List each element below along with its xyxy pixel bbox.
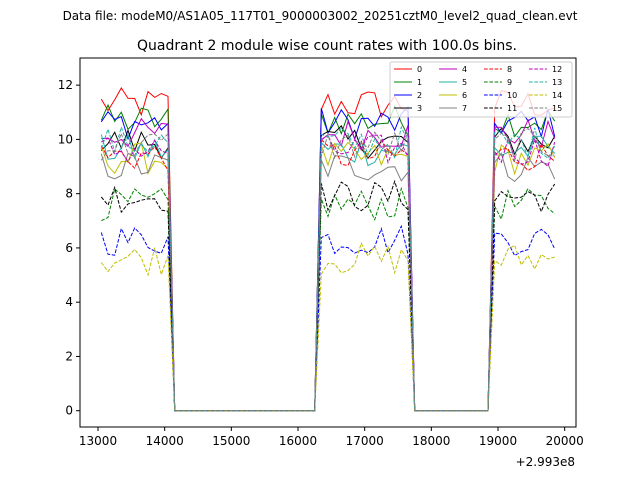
legend-label-2: 2 <box>417 91 422 100</box>
x-axis: 13000 14000 15000 16000 17000 18000 19000 20000 <box>79 427 584 448</box>
chart-title: Quadrant 2 module wise count rates with … <box>137 38 517 54</box>
legend-label-13: 13 <box>552 78 562 87</box>
x-tick-label: 19000 <box>479 434 517 448</box>
series-line-9 <box>101 186 556 412</box>
x-tick-label: 18000 <box>412 434 450 448</box>
x-tick-label: 17000 <box>346 434 384 448</box>
y-tick-label: 4 <box>65 295 73 309</box>
x-tick-label: 13000 <box>79 434 117 448</box>
legend-label-0: 0 <box>417 65 422 74</box>
x-tick-label: 20000 <box>546 434 584 448</box>
legend-label-1: 1 <box>417 78 422 87</box>
legend-label-10: 10 <box>507 91 517 100</box>
legend-label-3: 3 <box>417 104 422 113</box>
legend-label-4: 4 <box>462 65 467 74</box>
y-tick-label: 6 <box>65 241 73 255</box>
legend-label-8: 8 <box>507 65 512 74</box>
legend-label-6: 6 <box>462 91 467 100</box>
x-tick-label: 14000 <box>146 434 184 448</box>
legend-label-14: 14 <box>552 91 562 100</box>
legend-label-7: 7 <box>462 104 467 113</box>
y-axis: 0 2 4 6 8 10 12 <box>58 78 80 418</box>
series-layer <box>100 87 556 412</box>
series-line-15 <box>100 127 555 412</box>
y-tick-label: 12 <box>58 78 73 92</box>
legend-label-9: 9 <box>507 78 512 87</box>
legend-label-11: 11 <box>507 104 517 113</box>
y-tick-label: 8 <box>65 187 73 201</box>
x-tick-label: 16000 <box>279 434 317 448</box>
legend-label-5: 5 <box>462 78 467 87</box>
x-tick-label: 15000 <box>212 434 250 448</box>
series-line-13 <box>100 125 556 412</box>
x-axis-offset-label: +2.993e8 <box>516 455 575 469</box>
y-tick-label: 0 <box>65 404 73 418</box>
legend-label-12: 12 <box>552 65 562 74</box>
y-tick-label: 10 <box>58 132 73 146</box>
legend-label-15: 15 <box>552 104 562 113</box>
y-tick-label: 2 <box>65 349 73 363</box>
data-file-caption: Data file: modeM0/AS1A05_117T01_90000030… <box>63 9 578 23</box>
legend-box <box>389 61 573 118</box>
axes-frame <box>79 57 577 428</box>
